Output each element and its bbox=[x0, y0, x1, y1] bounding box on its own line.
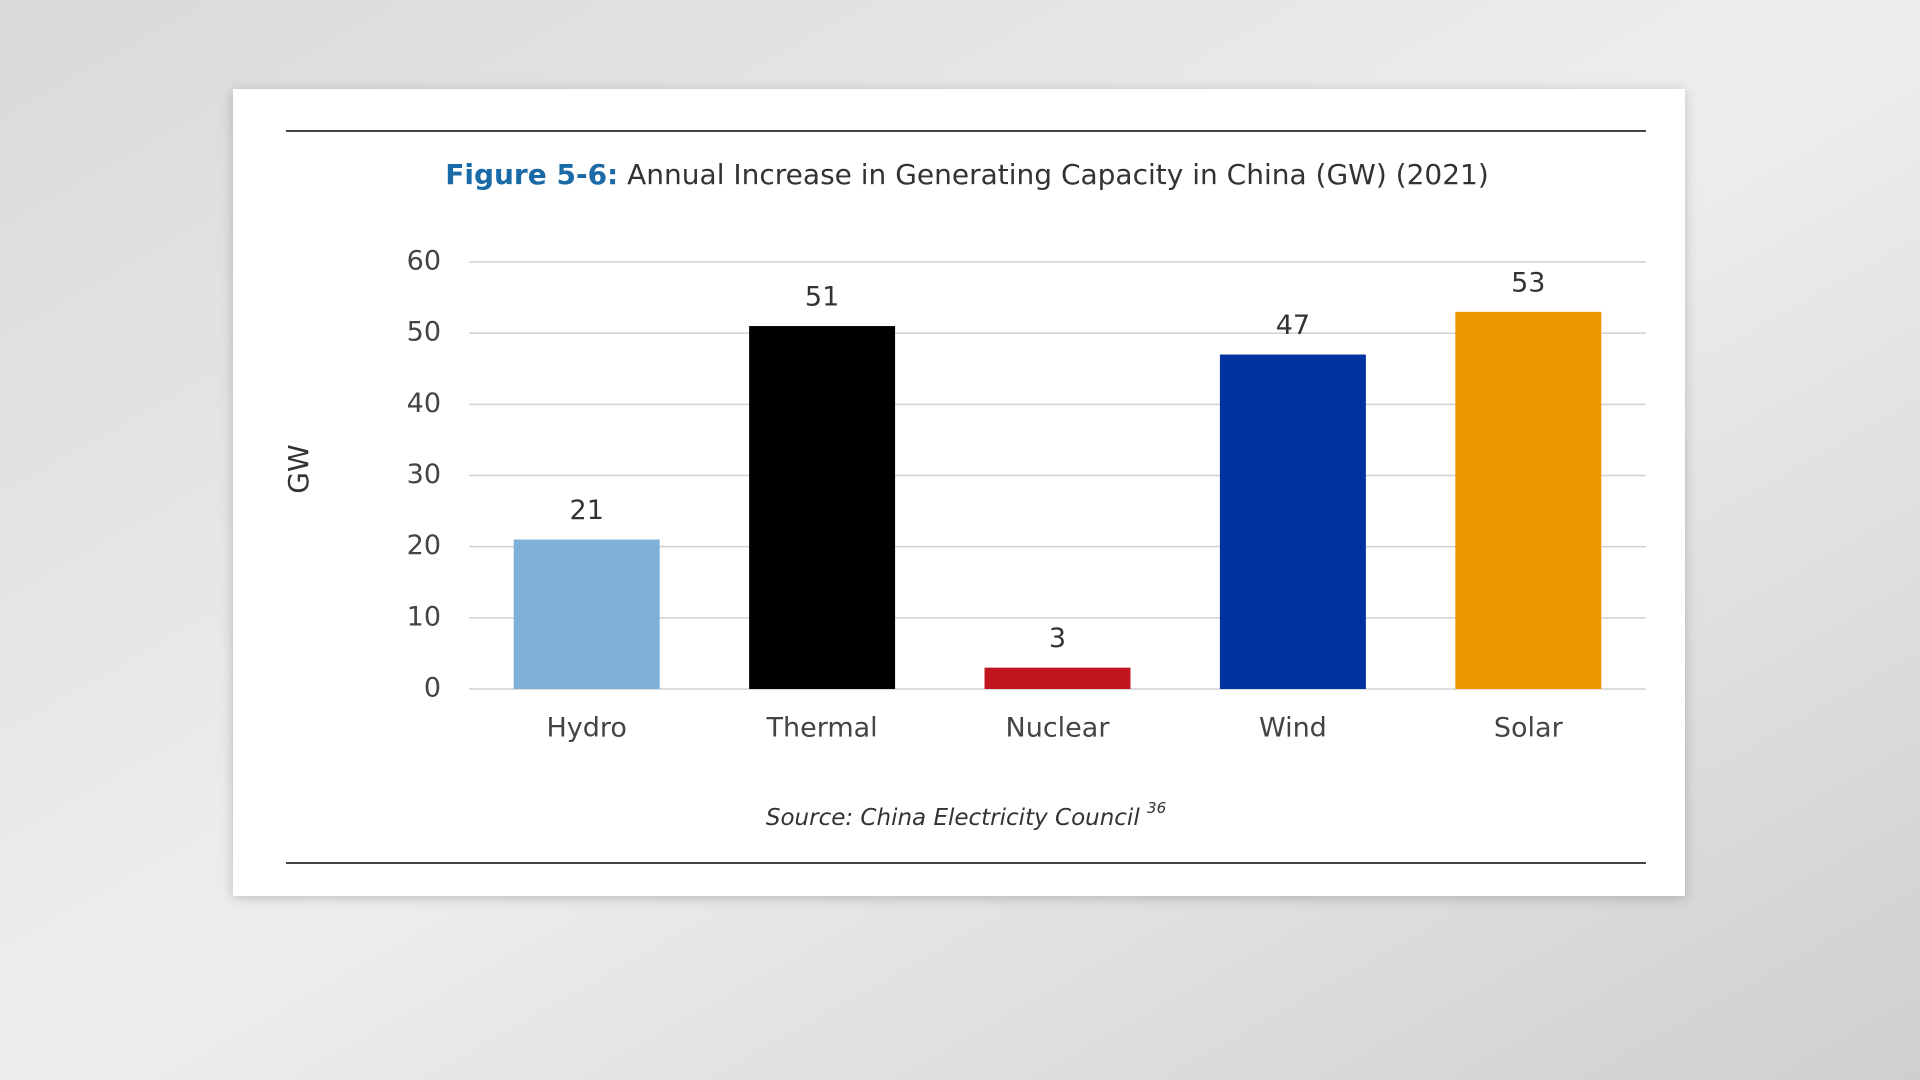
x-tick-label: Solar bbox=[1494, 713, 1564, 744]
bar bbox=[513, 539, 660, 689]
y-tick-label: 20 bbox=[407, 530, 441, 561]
x-tick-label: Wind bbox=[1259, 713, 1327, 744]
source: Source: China Electricity Council 36 bbox=[766, 799, 1166, 831]
title-text: Annual Increase in Generating Capacity i… bbox=[627, 158, 1489, 191]
x-tick-label: Thermal bbox=[765, 713, 877, 744]
y-tick-label: 40 bbox=[407, 388, 441, 419]
y-tick-label: 60 bbox=[407, 246, 441, 277]
value-label: 3 bbox=[1049, 623, 1066, 654]
bar bbox=[984, 667, 1131, 689]
y-tick-label: 10 bbox=[407, 601, 441, 632]
y-tick-label: 0 bbox=[424, 673, 441, 704]
value-label: 47 bbox=[1276, 310, 1310, 341]
value-label: 51 bbox=[805, 282, 839, 313]
card bbox=[233, 89, 1685, 896]
value-label: 53 bbox=[1511, 267, 1545, 298]
value-label: 21 bbox=[570, 495, 604, 526]
source-note: 36 bbox=[1147, 799, 1166, 817]
x-tick-label: Nuclear bbox=[1006, 713, 1111, 744]
y-tick-label: 30 bbox=[407, 459, 441, 490]
bar bbox=[1219, 354, 1366, 689]
title-prefix: Figure 5-6: bbox=[445, 158, 618, 191]
x-tick-label: Hydro bbox=[546, 713, 626, 744]
y-tick-label: 50 bbox=[407, 317, 441, 348]
chart-title: Figure 5-6: Annual Increase in Generatin… bbox=[445, 158, 1489, 191]
source-text: Source: China Electricity Council bbox=[766, 805, 1140, 831]
bar bbox=[1455, 311, 1602, 689]
bar bbox=[749, 326, 896, 689]
y-axis-label: GW bbox=[282, 444, 315, 493]
